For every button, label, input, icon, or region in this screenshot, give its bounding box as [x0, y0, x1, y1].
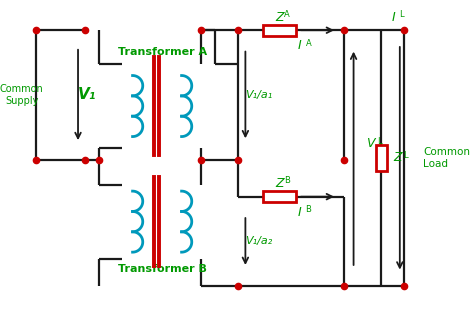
Text: Transformer B: Transformer B [118, 264, 207, 274]
Text: Common
Supply: Common Supply [0, 84, 44, 106]
Text: V₁/a₁: V₁/a₁ [245, 90, 272, 100]
Text: I: I [392, 11, 395, 24]
Text: L: L [377, 137, 381, 146]
Text: A: A [284, 10, 290, 19]
Text: Z: Z [275, 11, 284, 24]
Text: Transformer A: Transformer A [118, 47, 207, 58]
Bar [376, 145, 387, 171]
Bar [263, 25, 296, 36]
Text: V₁: V₁ [78, 87, 96, 102]
Text: L: L [403, 151, 408, 160]
Text: B: B [305, 205, 311, 214]
Text: B: B [284, 176, 290, 185]
Text: Common
Load: Common Load [423, 147, 470, 169]
Text: V: V [366, 137, 374, 151]
Text: Z: Z [275, 177, 284, 190]
Text: A: A [305, 39, 311, 48]
Text: I: I [298, 39, 302, 53]
Text: L: L [399, 10, 403, 19]
Bar [263, 191, 296, 202]
Text: I: I [298, 206, 302, 219]
Text: V₁/a₂: V₁/a₂ [245, 236, 272, 246]
Text: Z: Z [393, 151, 402, 164]
